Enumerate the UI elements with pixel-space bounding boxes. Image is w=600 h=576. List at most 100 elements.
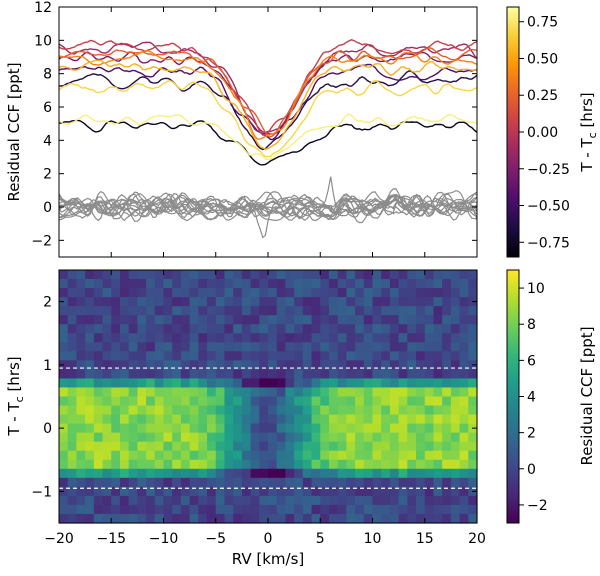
- heatmap-cell: [67, 432, 78, 443]
- heatmap-cell: [363, 423, 374, 434]
- heatmap-cell: [137, 432, 147, 443]
- heatmap-cell: [146, 396, 156, 407]
- heatmap-cell: [302, 423, 313, 434]
- heatmap-cell: [154, 495, 165, 506]
- heatmap-cell: [207, 333, 217, 343]
- heatmap-cell: [224, 468, 234, 479]
- heatmap-cell: [259, 369, 269, 380]
- heatmap-cell: [76, 459, 86, 470]
- heatmap-cell: [215, 405, 226, 416]
- heatmap-cell: [224, 513, 234, 524]
- heatmap-cell: [302, 360, 313, 370]
- heatmap-cell: [320, 324, 330, 334]
- heatmap-cell: [111, 279, 121, 289]
- heatmap-cell: [346, 387, 356, 398]
- heatmap-cell: [233, 459, 243, 470]
- heatmap-cell: [285, 378, 295, 389]
- heatmap-cell: [154, 315, 165, 325]
- heatmap-cell: [224, 405, 234, 416]
- heatmap-cell: [468, 441, 478, 452]
- heatmap-cell: [111, 297, 121, 307]
- heatmap-cell: [450, 477, 461, 488]
- heatmap-cell: [76, 324, 86, 334]
- heatmap-cell: [433, 333, 443, 343]
- heatmap-cell: [294, 504, 304, 515]
- heatmap-cell: [233, 486, 243, 497]
- heatmap-cell: [224, 414, 234, 425]
- in-transit-line: [59, 79, 477, 158]
- heatmap-cell: [189, 342, 199, 352]
- heatmap-cell: [372, 369, 382, 380]
- heatmap-cell: [268, 405, 278, 416]
- heatmap-cell: [416, 495, 426, 506]
- heatmap-cell: [416, 513, 426, 524]
- heatmap-cell: [372, 486, 382, 497]
- heatmap-cell: [93, 468, 104, 479]
- heatmap-cell: [137, 477, 147, 488]
- heatmap-cell: [111, 414, 121, 425]
- heatmap-cell: [111, 504, 121, 515]
- heatmap-cell: [398, 342, 408, 352]
- heatmap-cell: [459, 513, 469, 524]
- heatmap-cell: [416, 378, 426, 389]
- heatmap-cell: [294, 297, 304, 307]
- heatmap-cell: [198, 441, 208, 452]
- heatmap-cell: [372, 414, 382, 425]
- heatmap-cell: [189, 333, 199, 343]
- heatmap-cell: [294, 306, 304, 316]
- heatmap-cell: [128, 414, 138, 425]
- heatmap-cell: [111, 495, 121, 506]
- heatmap-cell: [328, 387, 339, 398]
- heatmap-cell: [85, 288, 95, 298]
- heatmap-cell: [224, 450, 234, 461]
- heatmap-cell: [102, 441, 112, 452]
- heatmap-cell: [398, 387, 408, 398]
- heatmap-cell: [407, 486, 417, 497]
- heatmap-cell: [111, 513, 121, 524]
- heatmap-cell: [363, 450, 374, 461]
- heatmap-cell: [59, 288, 69, 298]
- heatmap-cell: [111, 369, 121, 380]
- heatmap-cell: [119, 306, 130, 316]
- heatmap-cell: [119, 414, 130, 425]
- heatmap-cell: [268, 468, 278, 479]
- heatmap-cell: [111, 387, 121, 398]
- heatmap-cell: [433, 315, 443, 325]
- heatmap-cell: [154, 513, 165, 524]
- heatmap-cell: [215, 351, 226, 361]
- heatmap-cell: [268, 423, 278, 434]
- heatmap-cell: [207, 288, 217, 298]
- heatmap-cell: [407, 279, 417, 289]
- heatmap-cell: [198, 504, 208, 515]
- heatmap-cell: [389, 486, 400, 497]
- heatmap-cell: [285, 315, 295, 325]
- heatmap-cell: [233, 315, 243, 325]
- heatmap-cell: [337, 414, 347, 425]
- heatmap-cell: [372, 378, 382, 389]
- heatmap-cell: [433, 495, 443, 506]
- heatmap-cell: [285, 342, 295, 352]
- heatmap-cell: [372, 468, 382, 479]
- heatmap-cell: [424, 297, 435, 307]
- heatmap-cell: [250, 306, 260, 316]
- heatmap-cell: [207, 477, 217, 488]
- heatmap-cell: [119, 486, 130, 497]
- heatmap-cell: [433, 432, 443, 443]
- heatmap-cell: [85, 315, 95, 325]
- heatmap-cell: [320, 351, 330, 361]
- heatmap-cell: [137, 360, 147, 370]
- heatmap-cell: [268, 360, 278, 370]
- heatmap-cell: [416, 369, 426, 380]
- heatmap-cell: [224, 387, 234, 398]
- heatmap-cell: [241, 360, 252, 370]
- heatmap-cell: [137, 441, 147, 452]
- heatmap-cell: [250, 279, 260, 289]
- heatmap-cell: [93, 432, 104, 443]
- heatmap-cell: [276, 414, 287, 425]
- heatmap-cell: [407, 324, 417, 334]
- heatmap-cell: [442, 378, 452, 389]
- heatmap-cell: [328, 396, 339, 407]
- heatmap-cell: [355, 378, 365, 389]
- heatmap-cell: [189, 306, 199, 316]
- heatmap-cell: [180, 486, 191, 497]
